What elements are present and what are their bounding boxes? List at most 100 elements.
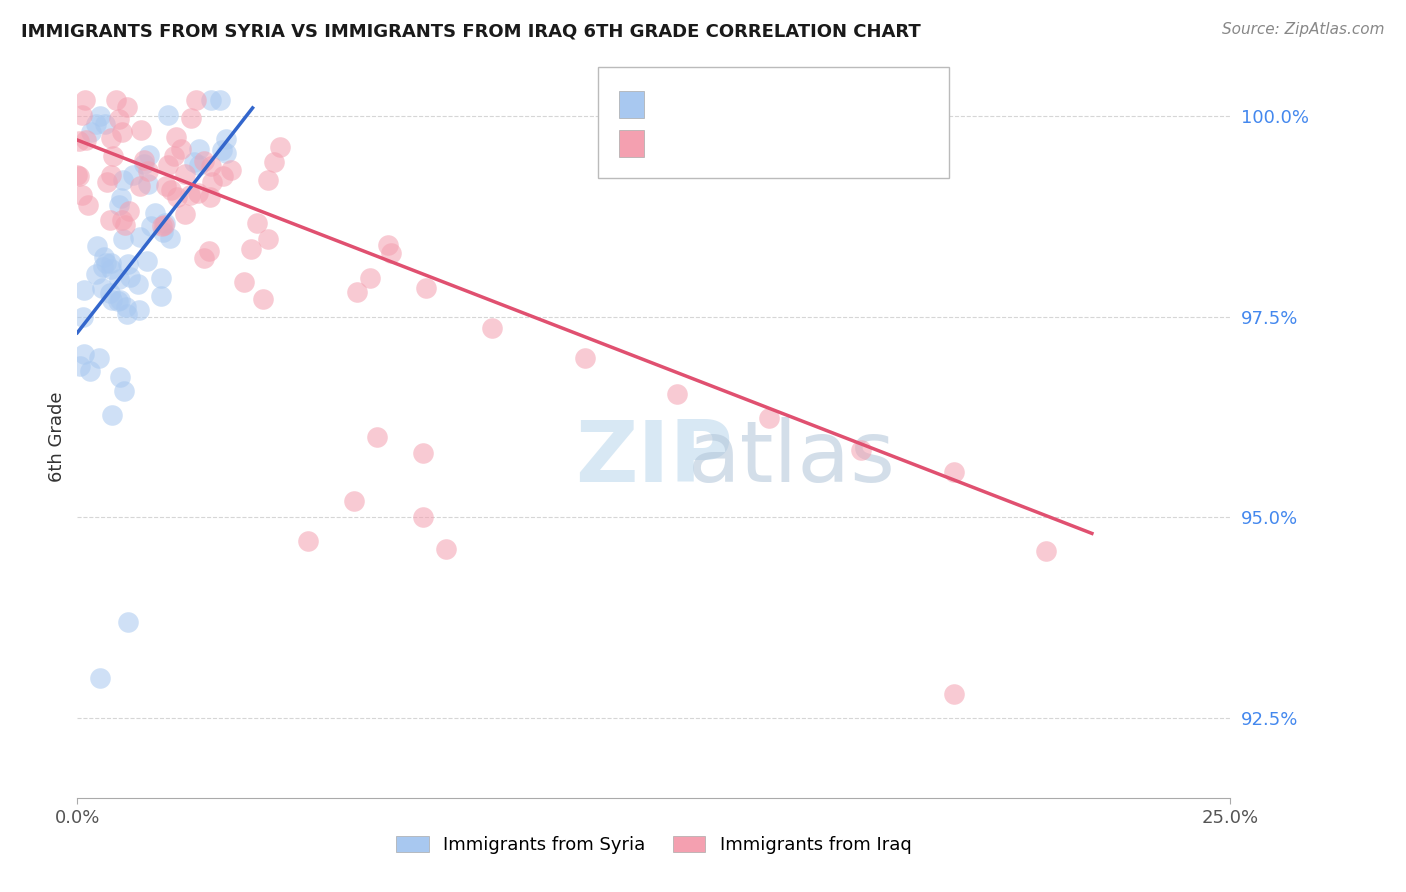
Point <box>67 169 90 183</box>
Point <box>160 183 183 197</box>
Point <box>152 225 174 239</box>
Point <box>187 186 209 200</box>
Point <box>66 169 89 183</box>
Point <box>75 93 97 107</box>
Point <box>215 132 238 146</box>
Point <box>136 177 159 191</box>
Point <box>200 159 222 173</box>
Point <box>108 293 131 308</box>
Point <box>120 270 142 285</box>
Point <box>89 671 111 685</box>
Point <box>110 370 132 384</box>
Point <box>100 261 122 276</box>
Text: IMMIGRANTS FROM SYRIA VS IMMIGRANTS FROM IRAQ 6TH GRADE CORRELATION CHART: IMMIGRANTS FROM SYRIA VS IMMIGRANTS FROM… <box>21 22 921 40</box>
Point <box>100 130 122 145</box>
Point <box>157 158 180 172</box>
Point <box>366 430 388 444</box>
Point <box>104 93 127 107</box>
Point <box>112 384 135 398</box>
Point <box>942 465 965 479</box>
Point <box>150 271 173 285</box>
Point <box>80 125 103 139</box>
Point <box>98 286 121 301</box>
Point <box>73 347 96 361</box>
Point <box>188 158 211 172</box>
Point <box>114 218 136 232</box>
Point <box>343 494 366 508</box>
Point <box>156 108 179 122</box>
Text: 0.330: 0.330 <box>688 95 738 113</box>
Point <box>91 281 114 295</box>
Point <box>121 168 143 182</box>
Point <box>143 206 166 220</box>
Point <box>173 167 195 181</box>
Point <box>79 364 101 378</box>
Point <box>100 168 122 182</box>
Point <box>100 408 122 422</box>
Point <box>179 188 201 202</box>
Point <box>70 188 93 202</box>
Point <box>89 109 111 123</box>
Point <box>240 242 263 256</box>
Point <box>942 687 965 701</box>
Point <box>108 198 131 212</box>
Point <box>180 111 202 125</box>
Point <box>174 207 197 221</box>
Point <box>70 108 93 122</box>
Point <box>132 153 155 167</box>
Point <box>76 198 98 212</box>
Point <box>269 140 291 154</box>
Text: atlas: atlas <box>688 417 896 500</box>
Point <box>162 149 184 163</box>
Text: N =: N = <box>759 95 799 113</box>
Text: 83: 83 <box>794 134 817 153</box>
Point <box>165 130 187 145</box>
Point <box>132 157 155 171</box>
Text: -0.369: -0.369 <box>688 134 745 153</box>
Point <box>73 284 96 298</box>
Point <box>135 254 157 268</box>
Point <box>150 219 173 233</box>
Point <box>75 133 97 147</box>
Point <box>150 289 173 303</box>
Point <box>129 178 152 193</box>
Point <box>377 238 399 252</box>
Point <box>112 172 135 186</box>
Point <box>193 251 215 265</box>
Point <box>110 125 132 139</box>
Point <box>211 143 233 157</box>
Point <box>159 231 181 245</box>
Point <box>93 250 115 264</box>
Point <box>166 189 188 203</box>
Point <box>187 142 209 156</box>
Point <box>141 219 163 233</box>
Point <box>359 271 381 285</box>
Text: R =: R = <box>652 134 692 153</box>
Text: Source: ZipAtlas.com: Source: ZipAtlas.com <box>1222 22 1385 37</box>
Point <box>252 292 274 306</box>
Point <box>117 615 139 629</box>
Point <box>129 230 152 244</box>
Point <box>100 256 122 270</box>
Point <box>851 442 873 457</box>
Point <box>434 542 457 557</box>
Point <box>69 359 91 374</box>
Point <box>197 244 219 258</box>
Point <box>127 277 149 291</box>
Point <box>101 148 124 162</box>
Point <box>208 93 231 107</box>
Point <box>169 142 191 156</box>
Legend: Immigrants from Syria, Immigrants from Iraq: Immigrants from Syria, Immigrants from I… <box>389 829 918 862</box>
Point <box>129 122 152 136</box>
Point <box>107 293 129 308</box>
Point <box>665 387 688 401</box>
Point <box>1035 544 1057 558</box>
Point <box>758 411 780 425</box>
Point <box>108 272 131 286</box>
Point <box>215 146 238 161</box>
Point <box>114 300 136 314</box>
Point <box>193 153 215 168</box>
Point <box>246 215 269 229</box>
Point <box>380 245 402 260</box>
Y-axis label: 6th Grade: 6th Grade <box>48 392 66 483</box>
